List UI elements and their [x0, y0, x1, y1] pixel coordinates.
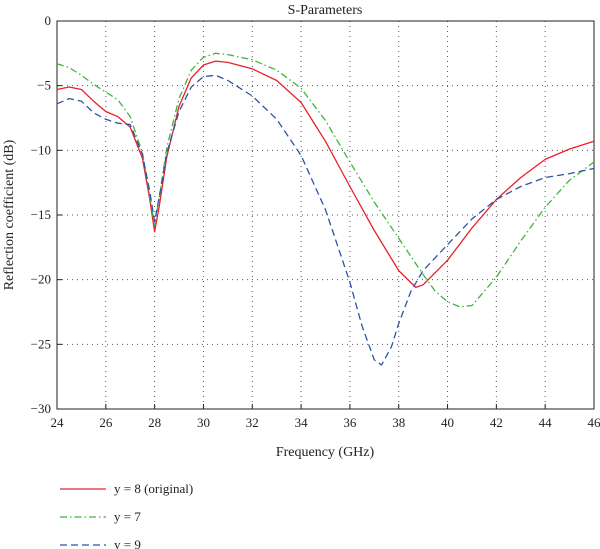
x-tick-label: 46: [588, 415, 600, 430]
legend: y = 8 (original) y = 7 y = 9: [60, 481, 193, 549]
x-tick-label: 32: [246, 415, 259, 430]
y-tick-label: −10: [31, 142, 51, 157]
chart-title: S-Parameters: [288, 3, 363, 18]
x-tick-label: 38: [392, 415, 405, 430]
x-tick-label: 44: [539, 415, 553, 430]
x-tick-label: 36: [343, 415, 357, 430]
x-tick-label: 40: [441, 415, 454, 430]
series-line-1: [56, 60, 595, 289]
x-axis-label: Frequency (GHz): [276, 445, 375, 460]
x-tick-label: 28: [148, 415, 161, 430]
y-tick-label: −30: [31, 401, 51, 416]
y-tick-label: −25: [31, 336, 51, 351]
x-tick-label: 24: [51, 415, 65, 430]
y-tick-label: 0: [45, 13, 52, 28]
x-tick-label: 26: [99, 415, 113, 430]
y-axis-label: Reflection coefficient (dB): [2, 139, 17, 290]
series-line-3: [56, 74, 595, 366]
y-tick-label: −20: [31, 272, 51, 287]
x-tick-label: 42: [490, 415, 503, 430]
legend-label-1: y = 8 (original): [114, 481, 193, 496]
legend-label-2: y = 7: [114, 509, 141, 524]
tick-labels: 24 26 28 30 32 34 36 38 40 42 44 46 0 −5 −10 −15 −20 −25 −…: [31, 13, 600, 430]
y-tick-label: −5: [37, 78, 51, 93]
y-tick-label: −15: [31, 207, 51, 222]
tick-marks: [56, 20, 595, 410]
x-tick-label: 30: [197, 415, 210, 430]
legend-label-3: y = 9: [114, 537, 141, 549]
series-lines: [56, 52, 595, 366]
x-tick-label: 34: [295, 415, 309, 430]
